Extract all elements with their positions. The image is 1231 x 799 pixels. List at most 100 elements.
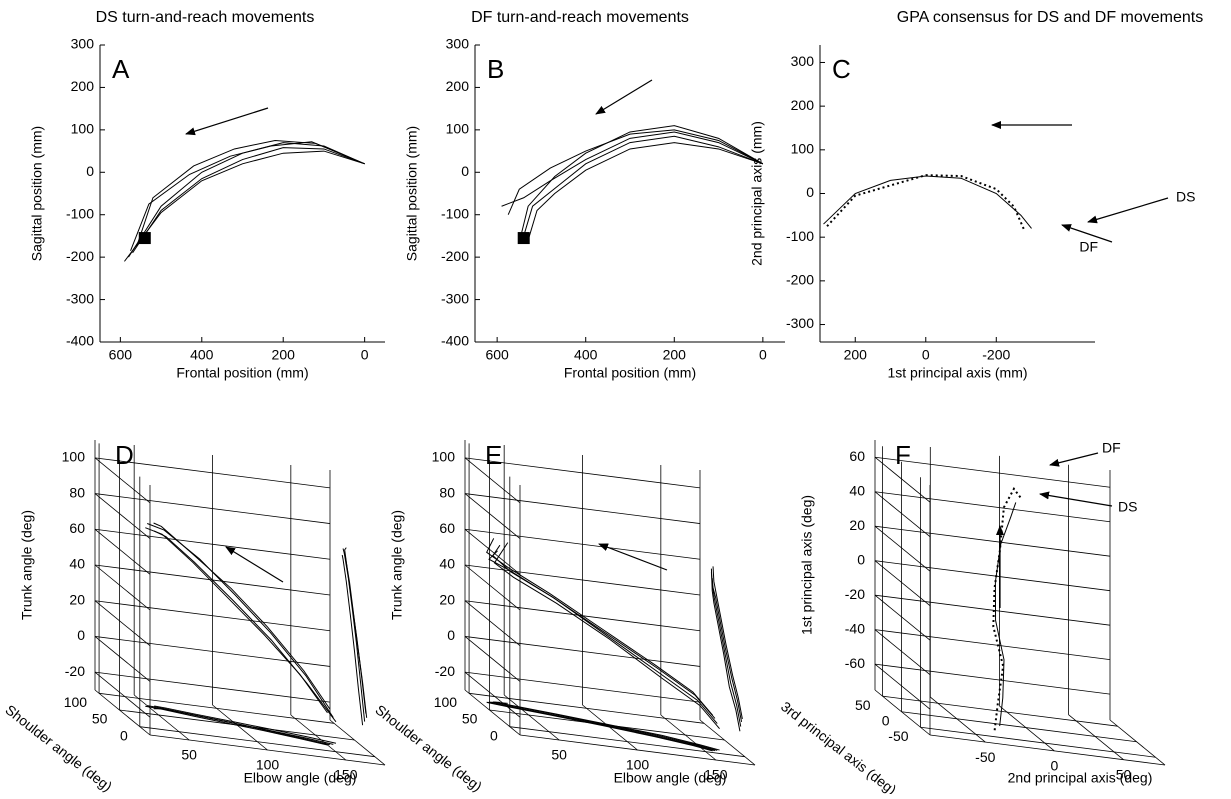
y-tick-label: 100 xyxy=(434,694,458,710)
grid-line xyxy=(874,525,1111,557)
panel-label: F xyxy=(895,440,911,470)
wall-projection xyxy=(710,568,741,732)
y-tick-label: 0 xyxy=(490,727,498,743)
y-tick-label: -300 xyxy=(786,315,814,331)
x-tick-label: 400 xyxy=(574,347,598,363)
x-tick-label: 200 xyxy=(272,347,296,363)
chart-title: GPA consensus for DS and DF movements xyxy=(897,9,1204,26)
grid-line xyxy=(99,692,335,724)
grid-line xyxy=(94,636,151,682)
chart-title: DF turn-and-reach movements xyxy=(471,9,689,26)
y-tick-label: 200 xyxy=(71,78,95,94)
y-tick-label: -200 xyxy=(66,248,94,264)
y-tick-label: -100 xyxy=(66,205,94,221)
grid-line xyxy=(920,726,1156,758)
grid-line xyxy=(139,726,375,758)
y-tick-label: 300 xyxy=(71,36,95,52)
y-tick-label: 100 xyxy=(71,121,95,137)
x-tick-label: 600 xyxy=(109,347,133,363)
series-line xyxy=(124,150,365,262)
series-line xyxy=(147,523,334,718)
grid-line xyxy=(874,560,1111,592)
series-line xyxy=(486,538,713,716)
panel-label: E xyxy=(485,440,502,470)
grid-line xyxy=(464,671,521,718)
x-axis-label: Elbow angle (deg) xyxy=(244,770,357,786)
floor-projection xyxy=(153,708,330,746)
series-line xyxy=(527,142,764,241)
z-tick-label: 40 xyxy=(849,482,865,498)
y-tick-label: 100 xyxy=(791,141,815,157)
y-tick-label: 0 xyxy=(86,163,94,179)
grid-line xyxy=(882,695,1118,727)
z-tick-label: -20 xyxy=(845,586,865,602)
grid-line xyxy=(464,457,521,504)
x-axis-label: Elbow angle (deg) xyxy=(614,770,727,786)
series-line xyxy=(153,522,331,710)
annotation-arrow xyxy=(1087,197,1169,224)
grid-line xyxy=(94,564,151,611)
grid-line xyxy=(94,528,151,575)
wall-projection xyxy=(341,554,364,726)
annotation: DS xyxy=(1118,499,1137,515)
y-tick-label: 300 xyxy=(446,36,470,52)
x-tick-label: 100 xyxy=(626,757,650,773)
grid-line xyxy=(874,663,931,710)
y-tick-label: -300 xyxy=(66,290,94,306)
y-axis-label: Sagittal position (mm) xyxy=(29,126,45,261)
y-tick-label: -200 xyxy=(441,248,469,264)
direction-arrow xyxy=(598,543,668,571)
grid-line xyxy=(874,663,1111,695)
floor-projection xyxy=(486,701,713,752)
series-line xyxy=(492,544,718,724)
z-tick-label: -20 xyxy=(435,663,455,679)
x-tick-label: 150 xyxy=(334,767,358,783)
grid-line xyxy=(94,493,151,539)
grid-line xyxy=(660,714,717,761)
grid-line xyxy=(290,714,347,761)
box-edge xyxy=(94,689,151,736)
annotation-arrow xyxy=(1049,452,1099,467)
z-tick-label: 60 xyxy=(69,520,85,536)
z-tick-label: 80 xyxy=(69,484,85,500)
z-tick-label: -40 xyxy=(845,620,865,636)
grid-line xyxy=(94,457,151,504)
z-tick-label: 40 xyxy=(439,556,455,572)
x-axis-label: 2nd principal axis (deg) xyxy=(1008,770,1153,786)
wall-projection xyxy=(344,547,367,714)
x-tick-label: 0 xyxy=(922,347,930,363)
z-tick-label: 20 xyxy=(439,591,455,607)
panel-label: A xyxy=(112,54,130,84)
z-tick-label: 60 xyxy=(849,448,865,464)
panel-label: B xyxy=(487,54,504,84)
y-tick-label: -50 xyxy=(888,728,908,744)
annotation: DS xyxy=(1176,189,1195,205)
series-line xyxy=(136,139,365,247)
x-tick-label: 50 xyxy=(1116,766,1132,782)
y-tick-label: -200 xyxy=(786,272,814,288)
series-line xyxy=(994,502,1017,727)
series-line xyxy=(507,129,764,215)
x-axis-label: 1st principal axis (mm) xyxy=(887,365,1027,381)
grid-line xyxy=(469,692,705,724)
direction-arrow xyxy=(595,79,653,115)
annotation-arrow xyxy=(1039,491,1113,507)
series-line xyxy=(518,125,764,243)
y-tick-label: -400 xyxy=(441,333,469,349)
z-axis-label: Trunk angle (deg) xyxy=(19,510,35,620)
y-tick-label: 0 xyxy=(461,163,469,179)
x-tick-label: 0 xyxy=(759,347,767,363)
y-axis-label: Sagittal position (mm) xyxy=(404,126,420,261)
chart-title: DS turn-and-reach movements xyxy=(96,9,315,26)
y-tick-label: 100 xyxy=(446,121,470,137)
y-tick-label: -300 xyxy=(441,290,469,306)
y-tick-label: 0 xyxy=(120,727,128,743)
grid-line xyxy=(464,636,521,682)
x-tick-label: 600 xyxy=(485,347,509,363)
series-line xyxy=(826,174,1026,232)
floor-projection xyxy=(154,705,337,744)
y-axis-label: 2nd principal axis (mm) xyxy=(749,121,765,266)
z-axis-label: Trunk angle (deg) xyxy=(389,510,405,620)
y-tick-label: -100 xyxy=(441,205,469,221)
series-line xyxy=(132,147,365,254)
